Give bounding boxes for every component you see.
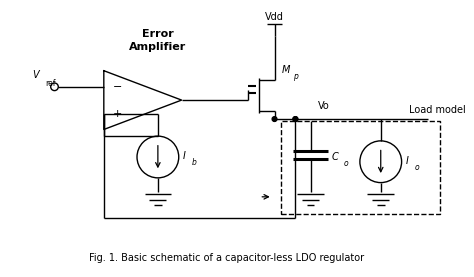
Text: Amplifier: Amplifier xyxy=(129,42,186,52)
Bar xyxy=(281,121,439,214)
Text: p: p xyxy=(292,72,297,81)
Text: Fig. 1. Basic schematic of a capacitor-less LDO regulator: Fig. 1. Basic schematic of a capacitor-l… xyxy=(89,253,364,263)
Text: ref: ref xyxy=(45,78,55,88)
Text: V: V xyxy=(32,70,38,80)
Text: Error: Error xyxy=(142,29,174,39)
Text: M: M xyxy=(282,65,291,75)
Text: +: + xyxy=(112,109,122,119)
Circle shape xyxy=(293,117,298,121)
Text: b: b xyxy=(192,158,197,167)
Text: o: o xyxy=(344,159,348,168)
Circle shape xyxy=(272,117,277,121)
Circle shape xyxy=(293,117,298,121)
Text: −: − xyxy=(112,82,122,92)
Text: Load model: Load model xyxy=(409,105,466,115)
Text: o: o xyxy=(415,163,419,172)
Text: I: I xyxy=(182,151,185,161)
Text: Vo: Vo xyxy=(318,101,330,111)
Text: Vdd: Vdd xyxy=(265,12,284,22)
Text: I: I xyxy=(405,156,408,166)
Text: C: C xyxy=(331,152,338,162)
